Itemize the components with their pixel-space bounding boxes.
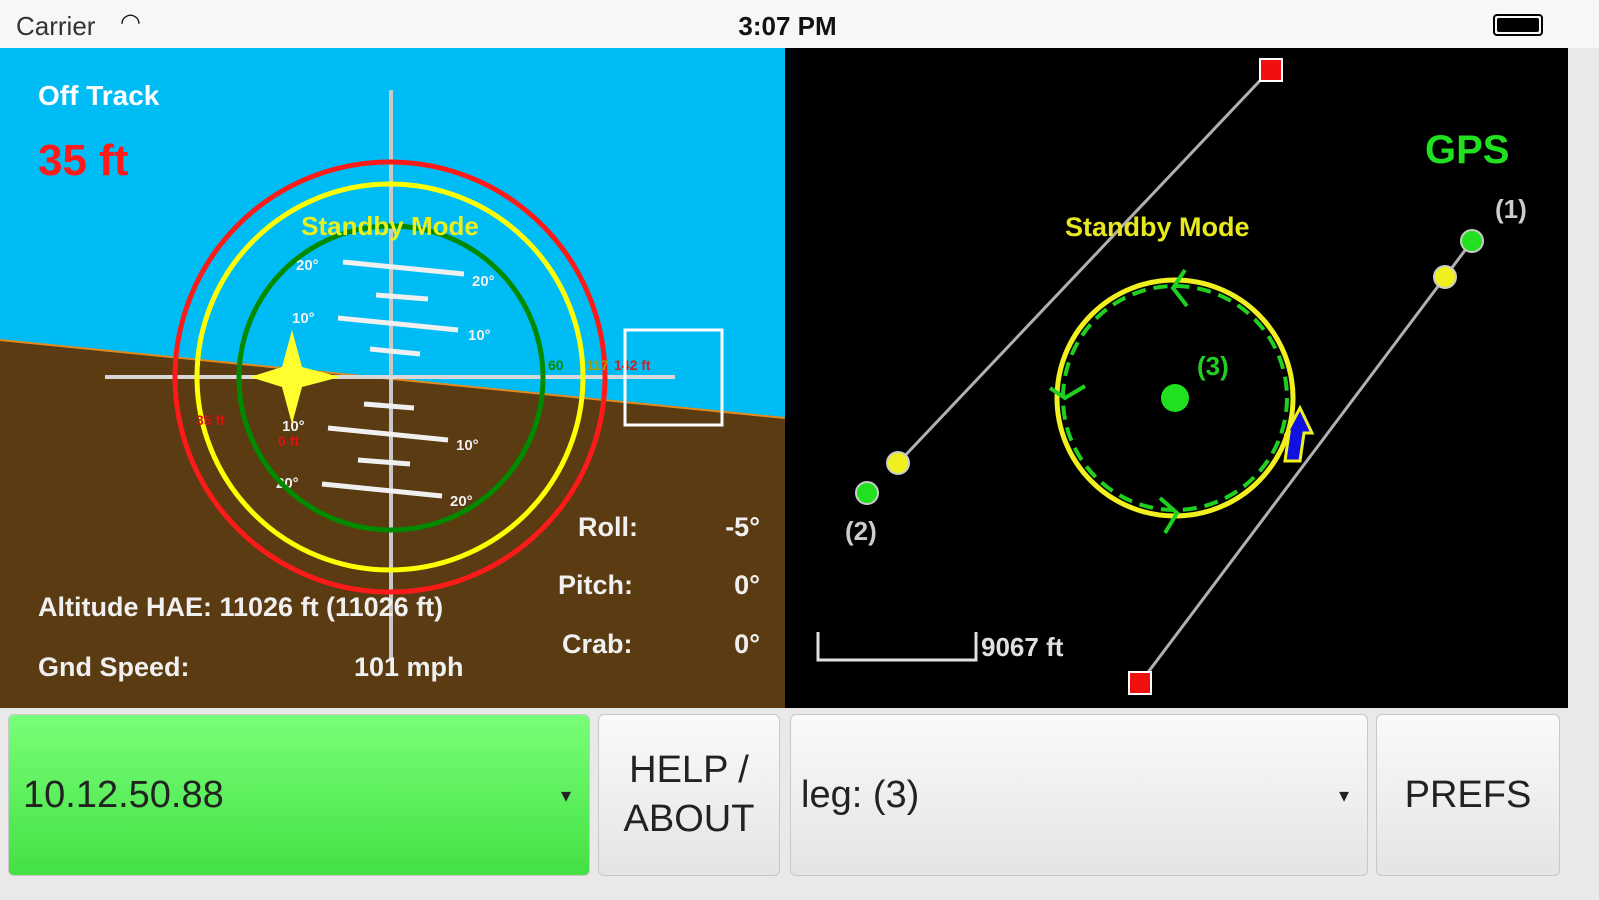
scale-bar (816, 632, 978, 662)
status-bar: Carrier ◠ 3:07 PM (0, 0, 1599, 48)
track-line (1138, 276, 1447, 684)
scale-label: 9067 ft (981, 632, 1064, 662)
gnd-speed-label: Gnd Speed: (38, 652, 190, 682)
waypoint-1 (1460, 229, 1484, 253)
waypoint-2 (855, 481, 879, 505)
help-about-button[interactable]: HELP / ABOUT (598, 714, 780, 876)
gnd-speed-value: 101 mph (354, 652, 464, 682)
address-dropdown[interactable]: 10.12.50.88 ▾ (8, 714, 590, 876)
crab-value: 0° (734, 629, 760, 659)
roll-label: Roll: (578, 512, 638, 542)
red-ring (172, 159, 608, 595)
marker-label: 117 (586, 357, 609, 373)
waypoint-label: (3) (1197, 351, 1229, 381)
battery-icon (1493, 14, 1543, 36)
pitch-label: 20° (296, 257, 319, 274)
clock: 3:07 PM (738, 11, 837, 41)
pitch-ladder (321, 259, 465, 499)
wifi-icon: ◠ (120, 9, 141, 36)
pitch-label: 10° (456, 437, 479, 454)
yellow-ring (194, 181, 586, 573)
address-value: 10.12.50.88 (23, 773, 224, 816)
pitch-label: 20° (450, 493, 473, 510)
pitch-label: 10° (292, 310, 315, 327)
attitude-indicator: 20° 20° 10° 10° 10° 10° 20° 20° Standby … (0, 48, 785, 708)
prefs-label: PREFS (1404, 773, 1532, 816)
altitude-readout: Altitude HAE: 11026 ft (11026 ft) (38, 592, 444, 622)
chevron-down-icon: ▾ (560, 784, 571, 807)
waypoint-yellow (886, 451, 910, 475)
waypoint-yellow (1433, 265, 1457, 289)
map-mode-label: Standby Mode (1065, 212, 1250, 242)
pitch-value: 0° (734, 570, 760, 600)
marker-label: 35 ft (196, 412, 225, 428)
help-label: HELP / (629, 748, 749, 791)
pitch-label: 20° (472, 273, 495, 290)
prefs-button[interactable]: PREFS (1376, 714, 1560, 876)
pitch-label: 20° (276, 475, 299, 492)
endpoint-marker (1128, 671, 1152, 695)
marker-label: 0 ft (278, 433, 299, 449)
marker-label: 142 ft (614, 357, 651, 373)
carrier-label: Carrier (16, 11, 96, 41)
aircraft-arrow-icon (1283, 404, 1315, 463)
endpoint-marker (1259, 58, 1283, 82)
waypoint-label: (1) (1495, 194, 1527, 224)
target-box (623, 328, 724, 427)
chevron-down-icon: ▾ (1338, 784, 1349, 807)
pitch-label: Pitch: (558, 570, 634, 600)
gps-label: GPS (1425, 128, 1509, 172)
leg-dropdown[interactable]: leg: (3) ▾ (790, 714, 1368, 876)
leg-value: leg: (3) (801, 773, 920, 816)
pitch-label: 10° (282, 418, 305, 435)
waypoint-label: (2) (845, 516, 877, 546)
map-view[interactable]: Standby Mode GPS (1) (2) (3) 9067 ft (785, 48, 1568, 708)
aircraft-star-icon (250, 330, 340, 424)
waypoint-3 (1161, 384, 1189, 412)
mode-label: Standby Mode (301, 211, 479, 241)
off-track-value: 35 ft (38, 136, 129, 185)
green-ring (236, 223, 546, 533)
crab-label: Crab: (562, 629, 633, 659)
pitch-label: 10° (468, 327, 491, 344)
off-track-label: Off Track (38, 80, 160, 111)
track-line (896, 68, 1272, 465)
about-label: ABOUT (623, 798, 755, 840)
roll-value: -5° (725, 512, 760, 542)
marker-label: 60 (548, 357, 564, 373)
